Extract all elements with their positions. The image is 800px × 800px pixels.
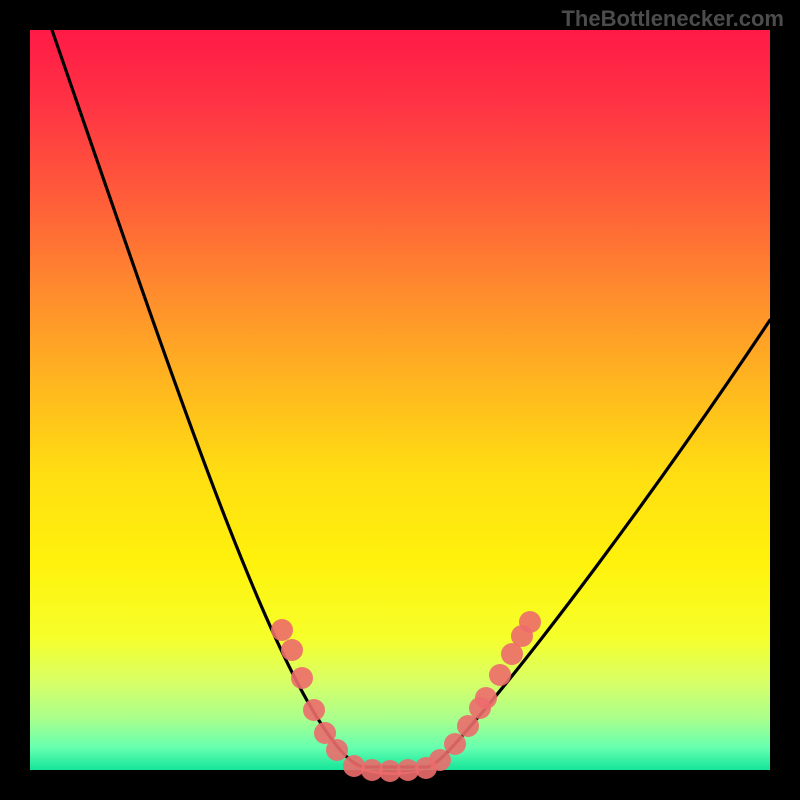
gradient-rect bbox=[30, 30, 770, 770]
watermark-text: TheBottlenecker.com bbox=[561, 6, 784, 32]
data-marker bbox=[303, 699, 325, 721]
data-marker bbox=[271, 619, 293, 641]
data-marker bbox=[281, 639, 303, 661]
data-marker bbox=[475, 687, 497, 709]
plot-background bbox=[30, 30, 770, 770]
data-marker bbox=[291, 667, 313, 689]
data-marker bbox=[326, 739, 348, 761]
data-marker bbox=[429, 749, 451, 771]
plot-svg bbox=[30, 30, 770, 770]
chart-stage: TheBottlenecker.com bbox=[0, 0, 800, 800]
data-marker bbox=[519, 611, 541, 633]
data-marker bbox=[457, 715, 479, 737]
data-marker bbox=[444, 733, 466, 755]
data-marker bbox=[489, 664, 511, 686]
